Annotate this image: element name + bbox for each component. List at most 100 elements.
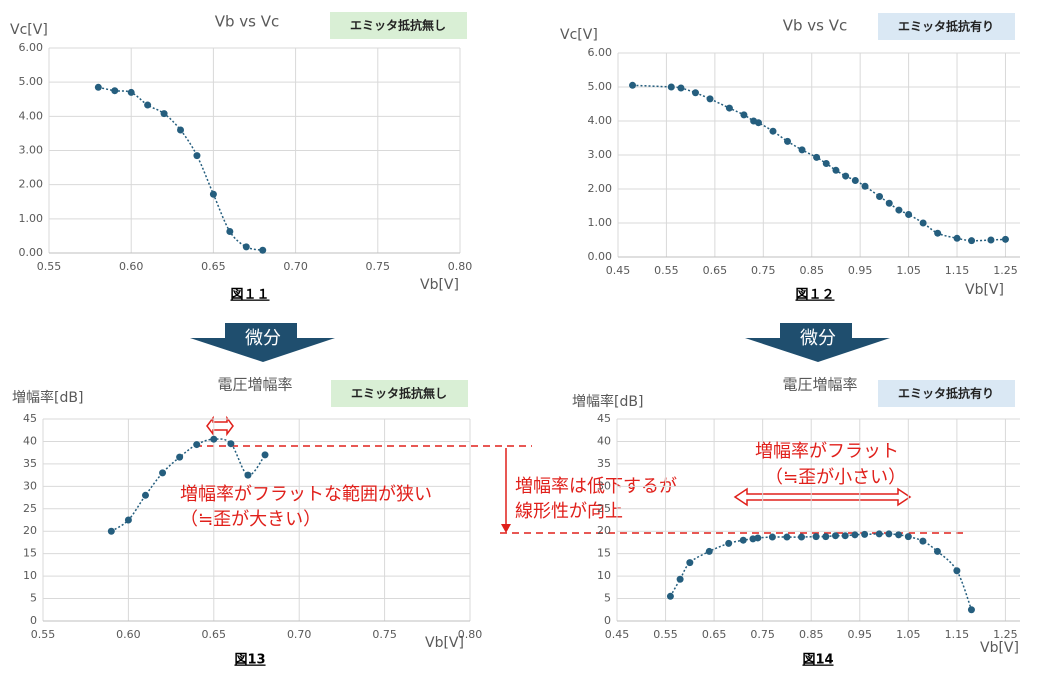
y-tick-label: 35 (597, 457, 611, 470)
point (851, 531, 859, 539)
chart-title: 電圧増幅率 (782, 376, 857, 394)
badge (331, 380, 468, 407)
x-axis-label: Vb[V] (425, 635, 464, 651)
y-tick-label: 40 (23, 434, 37, 447)
point (813, 153, 821, 161)
point (706, 95, 714, 103)
point (159, 469, 167, 477)
point (831, 532, 839, 540)
point (822, 533, 830, 541)
trend-line (98, 86, 263, 252)
point (1001, 235, 1009, 243)
y-tick-label: 6.00 (588, 46, 613, 59)
y-tick-label: 0.00 (588, 250, 613, 263)
point (987, 236, 995, 244)
y-tick-label: 0.00 (19, 246, 44, 259)
caption: 図13 (234, 653, 265, 668)
y-tick-label: 3.00 (19, 144, 44, 157)
y-tick-label: 45 (23, 412, 37, 425)
point (861, 182, 869, 190)
point (953, 234, 961, 242)
badge-label: エミッタ抵抗無し (350, 18, 446, 33)
x-tick-label: 0.65 (703, 264, 728, 277)
narrow-arrow (206, 415, 234, 437)
y-tick-label: 10 (597, 569, 611, 582)
point (226, 227, 234, 235)
point (193, 441, 201, 449)
point (144, 101, 152, 109)
x-tick-label: 0.45 (606, 264, 631, 277)
point (783, 533, 791, 541)
point (141, 491, 149, 499)
annotation: 増幅率がフラットな範囲が狭い (180, 484, 432, 505)
y-tick-label: 35 (23, 457, 37, 470)
point (705, 547, 713, 555)
trend-line (632, 84, 1006, 242)
point (739, 536, 747, 544)
point (242, 243, 250, 251)
annotation: 増幅率がフラット (755, 441, 899, 462)
point (754, 119, 762, 127)
point (967, 606, 975, 614)
y-tick-label: 4.00 (19, 109, 44, 122)
y-tick-label: 25 (597, 502, 611, 515)
diff-label: 微分 (245, 328, 281, 349)
badge-label: エミッタ抵抗有り (898, 386, 994, 401)
x-tick-label: 0.95 (848, 628, 873, 641)
point (919, 537, 927, 545)
badge-label: エミッタ抵抗有り (898, 19, 994, 34)
point (905, 211, 913, 218)
point (725, 539, 733, 547)
chart-title: Vb vs Vc (215, 13, 280, 31)
point (832, 166, 840, 174)
note: 増幅率は低下するが (515, 476, 677, 497)
point (769, 127, 777, 135)
point (876, 192, 884, 200)
badge (878, 13, 1015, 40)
caption: 図１１ (230, 288, 269, 303)
point (798, 533, 806, 541)
caption: 図１２ (795, 288, 834, 303)
point (934, 229, 942, 237)
point (754, 534, 762, 542)
x-tick-label: 0.95 (848, 264, 873, 277)
y-tick-label: 5.00 (588, 80, 613, 93)
point (740, 111, 748, 119)
x-tick-label: 0.60 (119, 260, 144, 273)
point (861, 530, 869, 538)
y-axis-label: 増幅率[dB] (12, 389, 83, 406)
x-tick-label: 0.70 (287, 628, 312, 641)
point (725, 104, 733, 112)
chart-title: Vb vs Vc (783, 17, 848, 35)
point (227, 440, 235, 448)
point (666, 592, 674, 600)
point (94, 83, 102, 91)
x-tick-label: 1.05 (896, 264, 921, 277)
point (919, 219, 927, 227)
y-axis-label: Vc[V] (560, 27, 598, 43)
y-tick-label: 30 (597, 479, 611, 492)
x-tick-label: 1.15 (945, 264, 970, 277)
point (904, 533, 912, 541)
point (160, 110, 168, 118)
point (629, 81, 637, 89)
point (822, 160, 830, 167)
point (798, 146, 806, 154)
x-tick-label: 0.65 (202, 628, 227, 641)
x-tick-label: 0.60 (116, 628, 141, 641)
point (210, 435, 218, 443)
x-tick-label: 0.85 (799, 264, 824, 277)
x-tick-label: 0.80 (448, 260, 473, 273)
y-tick-label: 4.00 (588, 114, 613, 127)
point (176, 453, 184, 461)
caption: 図14 (802, 653, 833, 668)
point (193, 152, 201, 160)
y-tick-label: 45 (597, 412, 611, 425)
point (885, 530, 893, 538)
y-tick-label: 15 (23, 547, 37, 560)
x-tick-label: 0.55 (37, 260, 62, 273)
y-tick-label: 2.00 (19, 178, 44, 191)
point (768, 533, 776, 541)
point (177, 126, 185, 134)
